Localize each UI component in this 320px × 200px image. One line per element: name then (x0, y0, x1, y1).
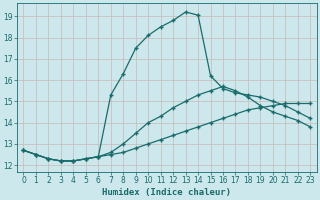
X-axis label: Humidex (Indice chaleur): Humidex (Indice chaleur) (102, 188, 231, 197)
